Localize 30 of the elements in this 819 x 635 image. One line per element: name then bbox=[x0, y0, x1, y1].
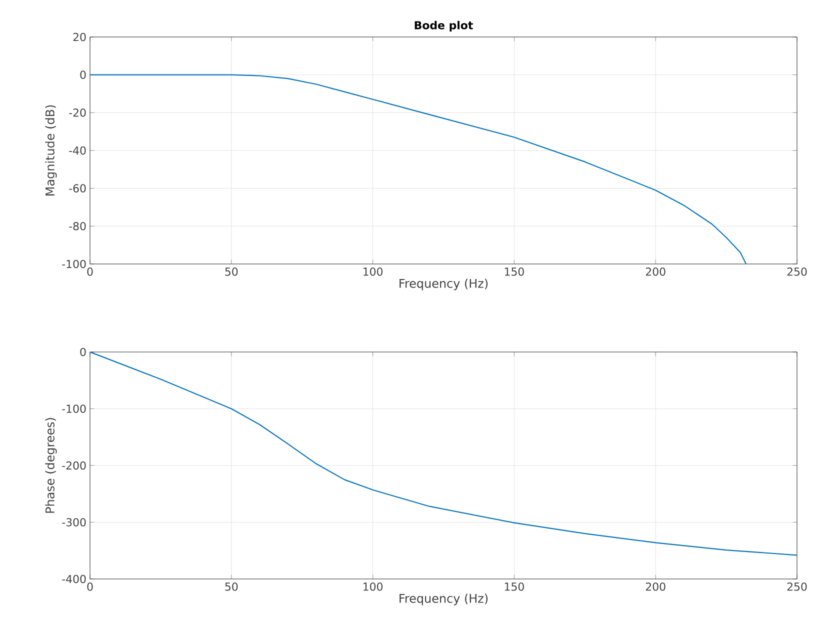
x-tick-label: 100 bbox=[364, 582, 383, 591]
y-tick-label: -80 bbox=[69, 222, 86, 230]
x-tick-label: 200 bbox=[646, 582, 666, 591]
x-tick-label: 200 bbox=[646, 268, 666, 276]
x-tick-label: 50 bbox=[225, 582, 238, 591]
x-axis-title: Frequency (Hz) bbox=[400, 594, 488, 606]
y-tick-label: 0 bbox=[80, 70, 86, 79]
line-series bbox=[90, 352, 798, 556]
chart-title: Bode plot bbox=[414, 20, 473, 32]
y-tick-label: 0 bbox=[80, 348, 86, 356]
y-tick-label: -20 bbox=[69, 108, 86, 117]
x-tick-label: 100 bbox=[364, 268, 383, 276]
x-tick-label: 250 bbox=[787, 582, 807, 591]
x-axis-title: Frequency (Hz) bbox=[400, 278, 488, 290]
y-axis-title: Phase (degrees) bbox=[45, 418, 57, 513]
y-tick-label: -100 bbox=[62, 260, 86, 268]
y-tick-label: -400 bbox=[62, 574, 86, 584]
y-tick-label: 20 bbox=[73, 32, 86, 42]
x-tick-label: 150 bbox=[504, 268, 524, 276]
y-tick-label: -300 bbox=[62, 518, 86, 526]
x-tick-label: 150 bbox=[504, 582, 524, 591]
y-tick-label: -40 bbox=[69, 146, 86, 155]
y-tick-label: -200 bbox=[62, 461, 86, 470]
x-tick-label: 50 bbox=[225, 268, 238, 276]
y-axis-title: Magnitude (dB) bbox=[45, 105, 57, 196]
x-tick-label: 0 bbox=[87, 582, 93, 591]
y-tick-label: -60 bbox=[69, 184, 86, 192]
x-tick-label: 0 bbox=[87, 268, 93, 276]
y-tick-label: -100 bbox=[62, 404, 86, 413]
x-tick-label: 250 bbox=[787, 268, 807, 276]
